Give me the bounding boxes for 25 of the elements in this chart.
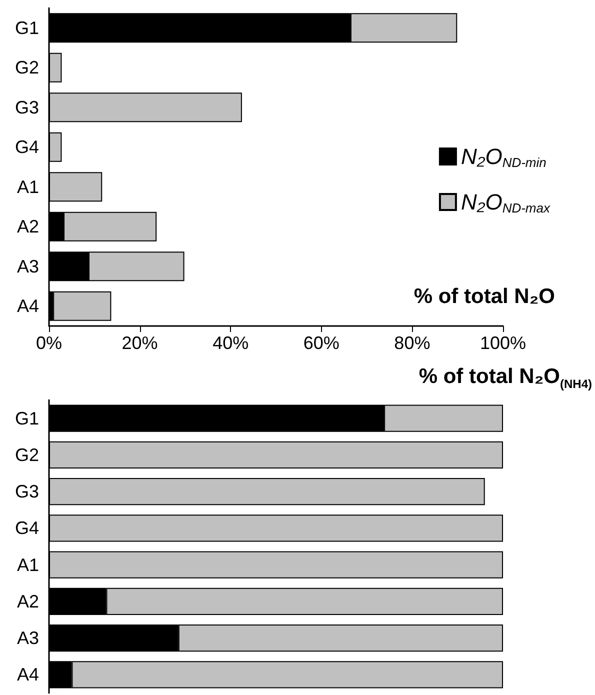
x-tick-label: 80% bbox=[394, 333, 430, 353]
x-tick-label: 60% bbox=[303, 333, 340, 353]
y-tick-label: G3 bbox=[14, 97, 39, 118]
x-axis-title: % of total N₂O$_{(NH4)}$ bbox=[418, 364, 592, 392]
y-tick-label: A1 bbox=[16, 554, 39, 575]
y-tick-label: G1 bbox=[14, 408, 39, 428]
y-tick-label: A4 bbox=[16, 296, 39, 316]
y-tick-label: G1 bbox=[14, 18, 39, 38]
y-tick-label: A1 bbox=[16, 176, 39, 197]
y-tick-label: A2 bbox=[16, 216, 39, 237]
y-tick-label: A2 bbox=[16, 591, 39, 612]
x-axis-title: % of total N₂O bbox=[414, 284, 555, 310]
y-tick-label: A4 bbox=[16, 664, 39, 685]
x-tick-label: 0% bbox=[36, 333, 62, 353]
y-tick-label: A3 bbox=[16, 256, 39, 276]
x-tick-label: 40% bbox=[212, 333, 249, 353]
y-tick-label: G3 bbox=[14, 482, 39, 502]
bar bbox=[53, 291, 112, 321]
y-tick-label: G4 bbox=[14, 518, 39, 538]
y-tick-label: G4 bbox=[14, 137, 39, 158]
x-tick-label: 20% bbox=[122, 333, 158, 353]
y-tick-label: G2 bbox=[14, 58, 39, 78]
y-tick-label: G2 bbox=[14, 444, 39, 465]
x-tick-label: 100% bbox=[480, 333, 526, 353]
y-tick-label: A3 bbox=[16, 628, 39, 648]
